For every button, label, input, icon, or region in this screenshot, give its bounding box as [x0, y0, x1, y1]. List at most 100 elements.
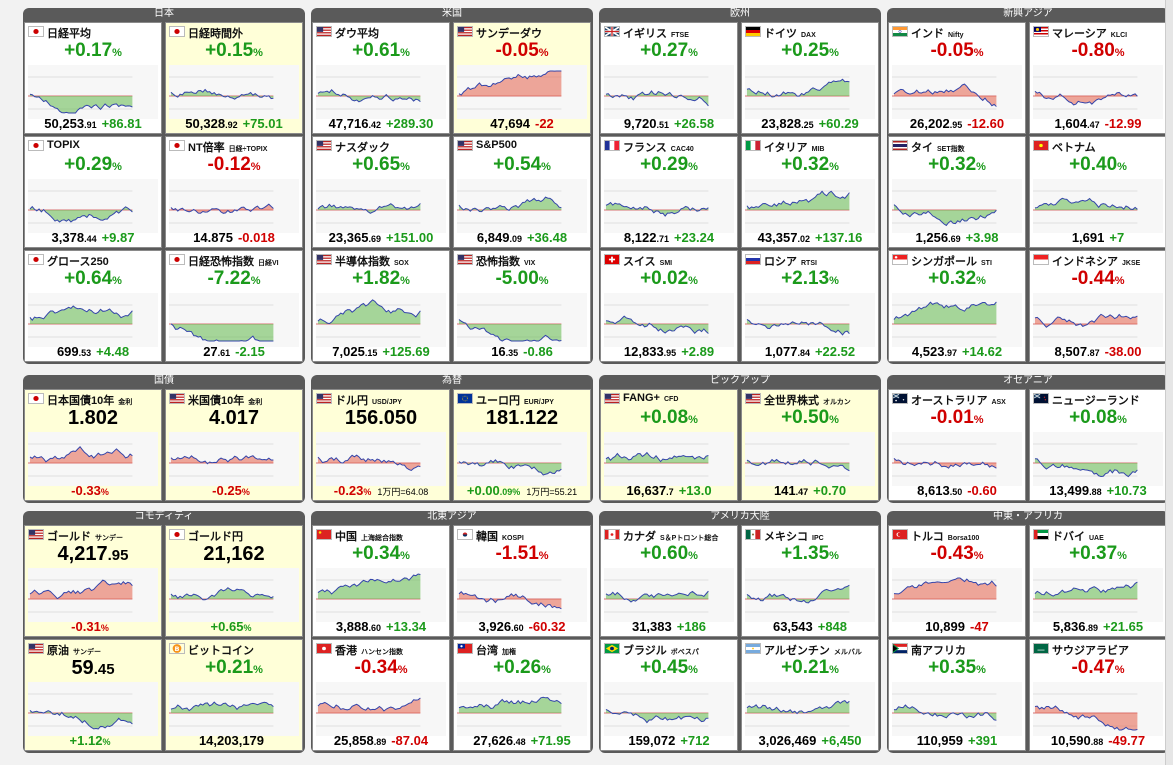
mini-chart — [28, 65, 158, 119]
market-tile[interactable]: マレーシア KLCI -0.80% 1,604.47 -12.99 — [1029, 22, 1167, 134]
market-tile[interactable]: ダウ平均 +0.61% 47,716.42 +289.30 — [312, 22, 450, 134]
tile-footer: 27.61 -2.15 — [203, 344, 265, 359]
mini-chart — [316, 293, 446, 347]
market-tile[interactable]: 日経時間外 +0.15% 50,328.92 +75.01 — [165, 22, 303, 134]
tile-footer: 3,888.60 +13.34 — [335, 619, 427, 634]
market-tile[interactable]: 南アフリカ +0.35% 110,959 +391 — [888, 639, 1026, 751]
vertical-scrollbar[interactable] — [1165, 0, 1173, 765]
market-tile[interactable]: メキシコ IPC +1.35% 63,543 +848 — [741, 525, 879, 637]
mini-chart — [1033, 682, 1163, 736]
market-tile[interactable]: ドバイ UAE +0.37% 5,836.89 +21.65 — [1029, 525, 1167, 637]
mini-chart — [316, 65, 446, 119]
market-tile[interactable]: グロース250 +0.64% 699.53 +4.48 — [24, 250, 162, 362]
market-tile[interactable]: FANG+ CFD +0.08% 16,637.7 +13.0 — [600, 389, 738, 501]
tile-footer: 50,253.91 +86.81 — [44, 116, 142, 131]
market-tile[interactable]: 日経恐怖指数 日経VI -7.22% 27.61 -2.15 — [165, 250, 303, 362]
mini-chart — [745, 293, 875, 347]
tile-percent-change: -0.34% — [354, 657, 408, 678]
market-tile[interactable]: インドネシア JKSE -0.44% 8,507.87 -38.00 — [1029, 250, 1167, 362]
us-flag-icon — [316, 140, 332, 151]
market-tile[interactable]: NT倍率 日経÷TOPIX -0.12% 14.875 -0.018 — [165, 136, 303, 248]
mini-chart — [457, 65, 587, 119]
market-tile[interactable]: 台湾 加権 +0.26% 27,626.48 +71.95 — [453, 639, 591, 751]
tile-percent-change: +0.15% — [205, 40, 263, 61]
market-tile[interactable]: 韓国 KOSPI -1.51% 3,926.60 -60.32 — [453, 525, 591, 637]
market-tile[interactable]: ゴールド円 21,162 +0.65% — [165, 525, 303, 637]
tile-level: 181.122 — [485, 407, 559, 429]
btc-flag-icon: B — [169, 643, 185, 654]
tile-footer: 23,365.69 +151.00 — [328, 230, 434, 245]
kr-flag-icon — [457, 529, 473, 540]
market-tile[interactable]: 中国 上海総合指数 +0.34% 3,888.60 +13.34 — [312, 525, 450, 637]
ca-flag-icon — [604, 529, 620, 540]
tile-footer: 31,383 +186 — [631, 619, 707, 634]
tile-level: 59.45 — [71, 657, 115, 679]
hk-flag-icon — [316, 643, 332, 654]
tile-name: FANG+ CFD — [623, 392, 679, 404]
market-tile[interactable]: シンガポール STI +0.32% 4,523.97 +14.62 — [888, 250, 1026, 362]
mini-chart — [316, 568, 446, 622]
market-tile[interactable]: 全世界株式 オルカン +0.50% 141.47 +0.70 — [741, 389, 879, 501]
tile-footer: 1,691 +7 — [1071, 230, 1125, 245]
market-tile[interactable]: スイス SMI +0.02% 12,833.95 +2.89 — [600, 250, 738, 362]
market-tile[interactable]: ドイツ DAX +0.25% 23,828.25 +60.29 — [741, 22, 879, 134]
group-title: オセアニア — [1003, 375, 1053, 386]
tile-footer: 8,613.50 -0.60 — [917, 483, 997, 498]
market-tile[interactable]: 香港 ハンセン指数 -0.34% 25,858.89 -87.04 — [312, 639, 450, 751]
in-flag-icon — [892, 26, 908, 37]
market-tile[interactable]: ゴールド サンデー 4,217.95 -0.31% — [24, 525, 162, 637]
market-tile[interactable]: ナスダック +0.65% 23,365.69 +151.00 — [312, 136, 450, 248]
tile-footer: 27,626.48 +71.95 — [473, 733, 571, 748]
market-tile[interactable]: 日本国債10年 金利 1.802 -0.33% — [24, 389, 162, 501]
tile-footer: 3,026,469 +6,450 — [758, 733, 862, 748]
sg-flag-icon — [892, 254, 908, 265]
us-flag-icon — [457, 254, 473, 265]
market-tile[interactable]: ドル円 USD/JPY 156.050 -0.23% 1万円=64.08 — [312, 389, 450, 501]
tile-name: 日経時間外 — [188, 28, 243, 40]
tile-footer: -0.23% 1万円=64.08 — [333, 483, 429, 498]
us-flag-icon — [457, 140, 473, 151]
market-tile[interactable]: サンデーダウ -0.05% 47,694 -22 — [453, 22, 591, 134]
market-tile[interactable]: S&P500 +0.54% 6,849.09 +36.48 — [453, 136, 591, 248]
market-tile[interactable]: 日経平均 +0.17% 50,253.91 +86.81 — [24, 22, 162, 134]
market-tile[interactable]: ユーロ円 EUR/JPY 181.122 +0.00.09% 1万円=55.21 — [453, 389, 591, 501]
tile-percent-change: +2.13% — [781, 268, 839, 289]
market-tile[interactable]: 恐怖指数 VIX -5.00% 16.35 -0.86 — [453, 250, 591, 362]
market-tile[interactable]: オーストラリア ASX -0.01% 8,613.50 -0.60 — [888, 389, 1026, 501]
market-tile[interactable]: サウジアラビア -0.47% 10,590.88 -49.77 — [1029, 639, 1167, 751]
mini-chart — [1033, 432, 1163, 486]
market-tile[interactable]: イタリア MIB +0.32% 43,357.02 +137.16 — [741, 136, 879, 248]
tile-percent-change: +0.64% — [64, 268, 122, 289]
mini-chart — [28, 432, 158, 486]
mini-chart — [169, 682, 299, 736]
market-tile[interactable]: 半導体指数 SOX +1.82% 7,025.15 +125.69 — [312, 250, 450, 362]
market-tile[interactable]: ロシア RTSI +2.13% 1,077.84 +22.52 — [741, 250, 879, 362]
group-title: 中東・アフリカ — [993, 511, 1063, 522]
market-tile[interactable]: イギリス FTSE +0.27% 9,720.51 +26.58 — [600, 22, 738, 134]
mini-chart — [28, 179, 158, 233]
market-tile[interactable]: 米国債10年 金利 4.017 -0.25% — [165, 389, 303, 501]
market-tile[interactable]: ベトナム +0.40% 1,691 +7 — [1029, 136, 1167, 248]
tile-footer: 1,077.84 +22.52 — [764, 344, 856, 359]
market-tile[interactable]: タイ SET指数 +0.32% 1,256.69 +3.98 — [888, 136, 1026, 248]
market-tile[interactable]: 原油 サンデー 59.45 +1.12% — [24, 639, 162, 751]
market-tile[interactable]: ニュージーランド +0.08% 13,499.88 +10.73 — [1029, 389, 1167, 501]
market-tile[interactable]: トルコ Borsa100 -0.43% 10,899 -47 — [888, 525, 1026, 637]
market-tile[interactable]: TOPIX +0.29% 3,378.44 +9.87 — [24, 136, 162, 248]
tile-percent-change: +0.08% — [1069, 407, 1127, 428]
mini-chart — [892, 682, 1022, 736]
market-tile[interactable]: インド Nifty -0.05% 26,202.95 -12.60 — [888, 22, 1026, 134]
market-tile[interactable]: カナダ S＆Pトロント総合 +0.60% 31,383 +186 — [600, 525, 738, 637]
market-tile[interactable]: B ビットコイン +0.21% 14,203,179 — [165, 639, 303, 751]
tile-footer: 16,637.7 +13.0 — [626, 483, 712, 498]
market-tile[interactable]: アルゼンチン メルバル +0.21% 3,026,469 +6,450 — [741, 639, 879, 751]
market-group: 国債 日本国債10年 金利 1.802 -0.33% 米国債10年 金利 4.017 -… — [23, 375, 305, 503]
nz-flag-icon — [1033, 393, 1049, 404]
tile-footer: 159,072 +712 — [628, 733, 710, 748]
market-tile[interactable]: フランス CAC40 +0.29% 8,122.71 +23.24 — [600, 136, 738, 248]
tile-name: スイス SMI — [623, 256, 673, 268]
market-tile[interactable]: ブラジル ボベスパ +0.45% 159,072 +712 — [600, 639, 738, 751]
us-flag-icon — [604, 393, 620, 404]
tile-percent-change: +0.50% — [781, 407, 839, 428]
tile-percent-change: -0.43% — [930, 543, 984, 564]
